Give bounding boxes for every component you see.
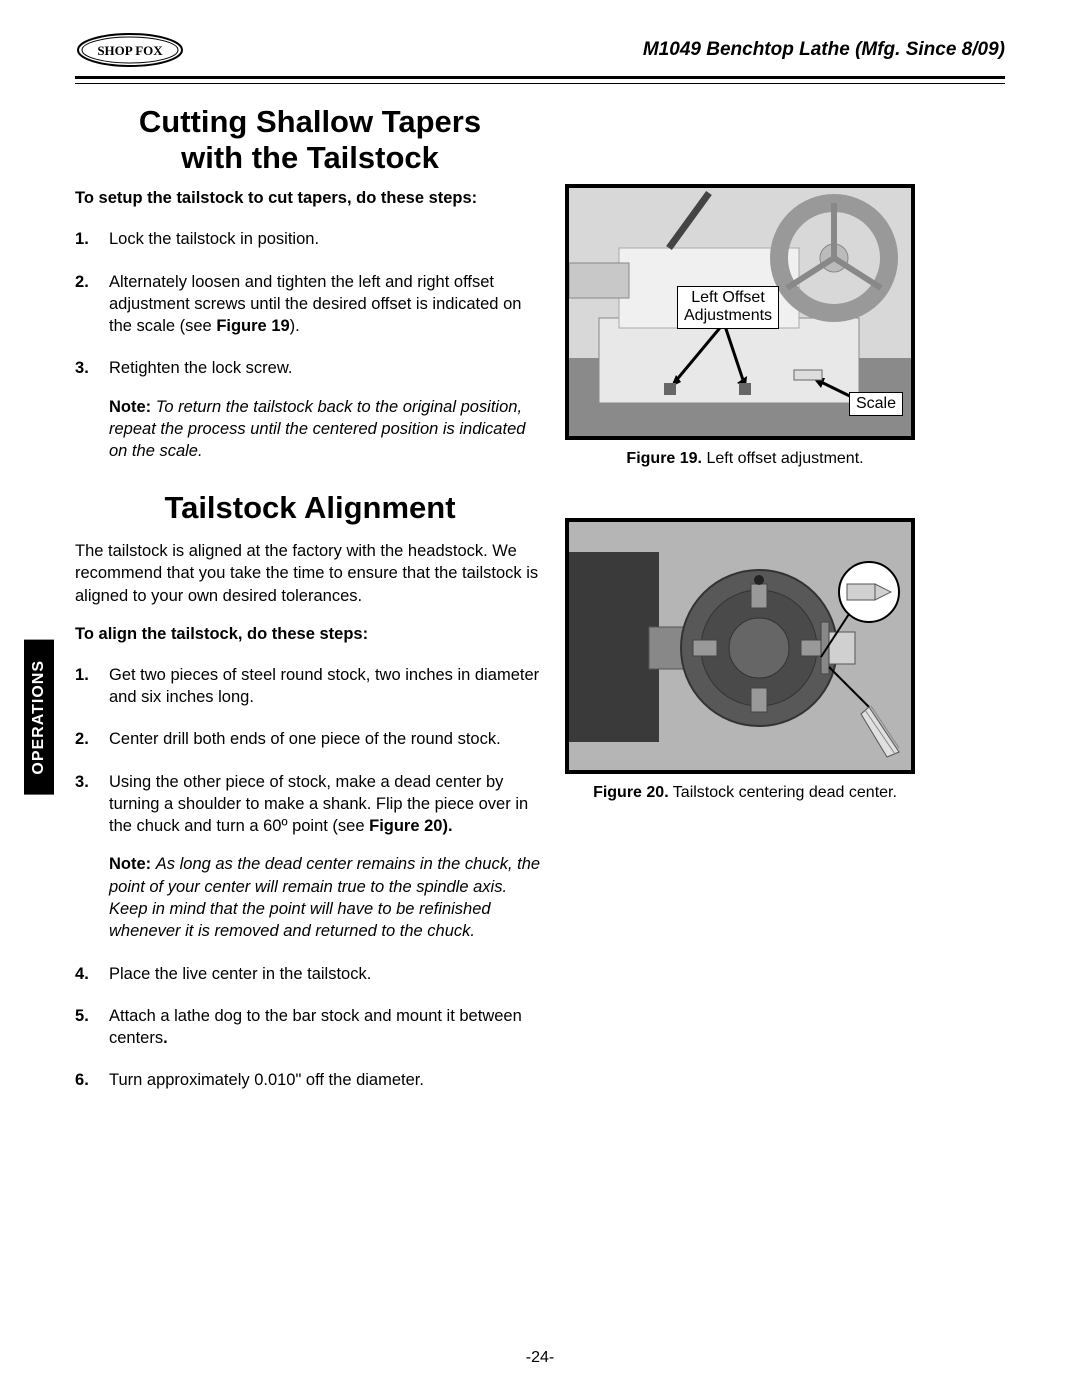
step-bold: Figure 20 — [369, 817, 442, 835]
callout-left-offset: Left Offset Adjustments — [677, 286, 779, 329]
section1-title: Cutting Shallow Tapers with the Tailstoc… — [75, 104, 545, 175]
step-item: Get two pieces of steel round stock, two… — [75, 664, 545, 709]
step-text: Attach a lathe dog to the bar stock and … — [109, 1007, 522, 1047]
section2-title: Tailstock Alignment — [75, 490, 545, 526]
note-label: Note: — [109, 855, 151, 873]
figure-20-caption: Figure 20. Tailstock centering dead cent… — [565, 784, 925, 802]
step-item: Place the live center in the tailstock. — [75, 963, 545, 985]
step-item: Using the other piece of stock, make a d… — [75, 771, 545, 943]
step-text: Lock the tailstock in position. — [109, 230, 319, 248]
section1-title-line1: Cutting Shallow Tapers — [139, 104, 481, 139]
document-title: M1049 Benchtop Lathe (Mfg. Since 8/09) — [643, 39, 1005, 61]
svg-text:SHOP FOX: SHOP FOX — [97, 43, 163, 58]
side-tab-operations: OPERATIONS — [24, 640, 54, 795]
page-header: SHOP FOX M1049 Benchtop Lathe (Mfg. Sinc… — [75, 30, 1005, 70]
section1-intro: To setup the tailstock to cut tapers, do… — [75, 189, 545, 208]
step-item: Attach a lathe dog to the bar stock and … — [75, 1005, 545, 1050]
step-bold: . — [163, 1029, 168, 1047]
figure-caption-text: Left offset adjustment. — [702, 450, 864, 467]
page-number: -24- — [0, 1349, 1080, 1367]
right-column: Left Offset Adjustments Scale Figure 19.… — [565, 104, 925, 1112]
figure-label: Figure 19. — [626, 450, 702, 467]
step-text: Center drill both ends of one piece of t… — [109, 730, 501, 748]
step-bold: Figure 19 — [216, 317, 289, 335]
step-item: Lock the tailstock in position. — [75, 228, 545, 250]
step-note: Note: As long as the dead center remains… — [109, 853, 545, 942]
step-item: Alternately loosen and tighten the left … — [75, 271, 545, 338]
step-item: Center drill both ends of one piece of t… — [75, 728, 545, 750]
step-text: Turn approximately 0.010" off the diamet… — [109, 1071, 424, 1089]
note-body: To return the tailstock back to the orig… — [109, 398, 525, 461]
section1-steps: Lock the tailstock in position. Alternat… — [75, 228, 545, 462]
figure-label: Figure 20. — [593, 784, 669, 801]
callout-text: Adjustments — [684, 307, 772, 324]
step-item: Retighten the lock screw. Note: To retur… — [75, 357, 545, 462]
step-note: Note: To return the tailstock back to th… — [109, 396, 545, 463]
figure-19: Left Offset Adjustments Scale — [565, 184, 915, 440]
note-label: Note: — [109, 398, 151, 416]
section2-intro-body: The tailstock is aligned at the factory … — [75, 540, 545, 607]
step-text: Retighten the lock screw. — [109, 359, 292, 377]
callout-text: Left Offset — [691, 289, 765, 306]
callout-scale: Scale — [849, 392, 903, 416]
step-text: Alternately loosen and tighten the left … — [109, 273, 521, 336]
header-rule-thin — [75, 83, 1005, 84]
section2-steps: Get two pieces of steel round stock, two… — [75, 664, 545, 1092]
note-body: As long as the dead center remains in th… — [109, 855, 540, 940]
header-rule-thick — [75, 76, 1005, 79]
section1-title-line2: with the Tailstock — [181, 140, 439, 175]
figure-20 — [565, 518, 915, 774]
figure-caption-text: Tailstock centering dead center. — [669, 784, 897, 801]
step-text: Using the other piece of stock, make a d… — [109, 773, 528, 836]
left-column: Cutting Shallow Tapers with the Tailstoc… — [75, 104, 545, 1112]
step-text: ). — [290, 317, 300, 335]
section2-intro-bold: To align the tailstock, do these steps: — [75, 625, 545, 644]
brand-logo: SHOP FOX — [75, 30, 185, 70]
page-content: Cutting Shallow Tapers with the Tailstoc… — [75, 104, 1005, 1112]
step-text: Get two pieces of steel round stock, two… — [109, 666, 539, 706]
step-text: Place the live center in the tailstock. — [109, 965, 371, 983]
step-text: ). — [442, 817, 452, 835]
step-item: Turn approximately 0.010" off the diamet… — [75, 1069, 545, 1091]
figure-19-caption: Figure 19. Left offset adjustment. — [565, 450, 925, 468]
